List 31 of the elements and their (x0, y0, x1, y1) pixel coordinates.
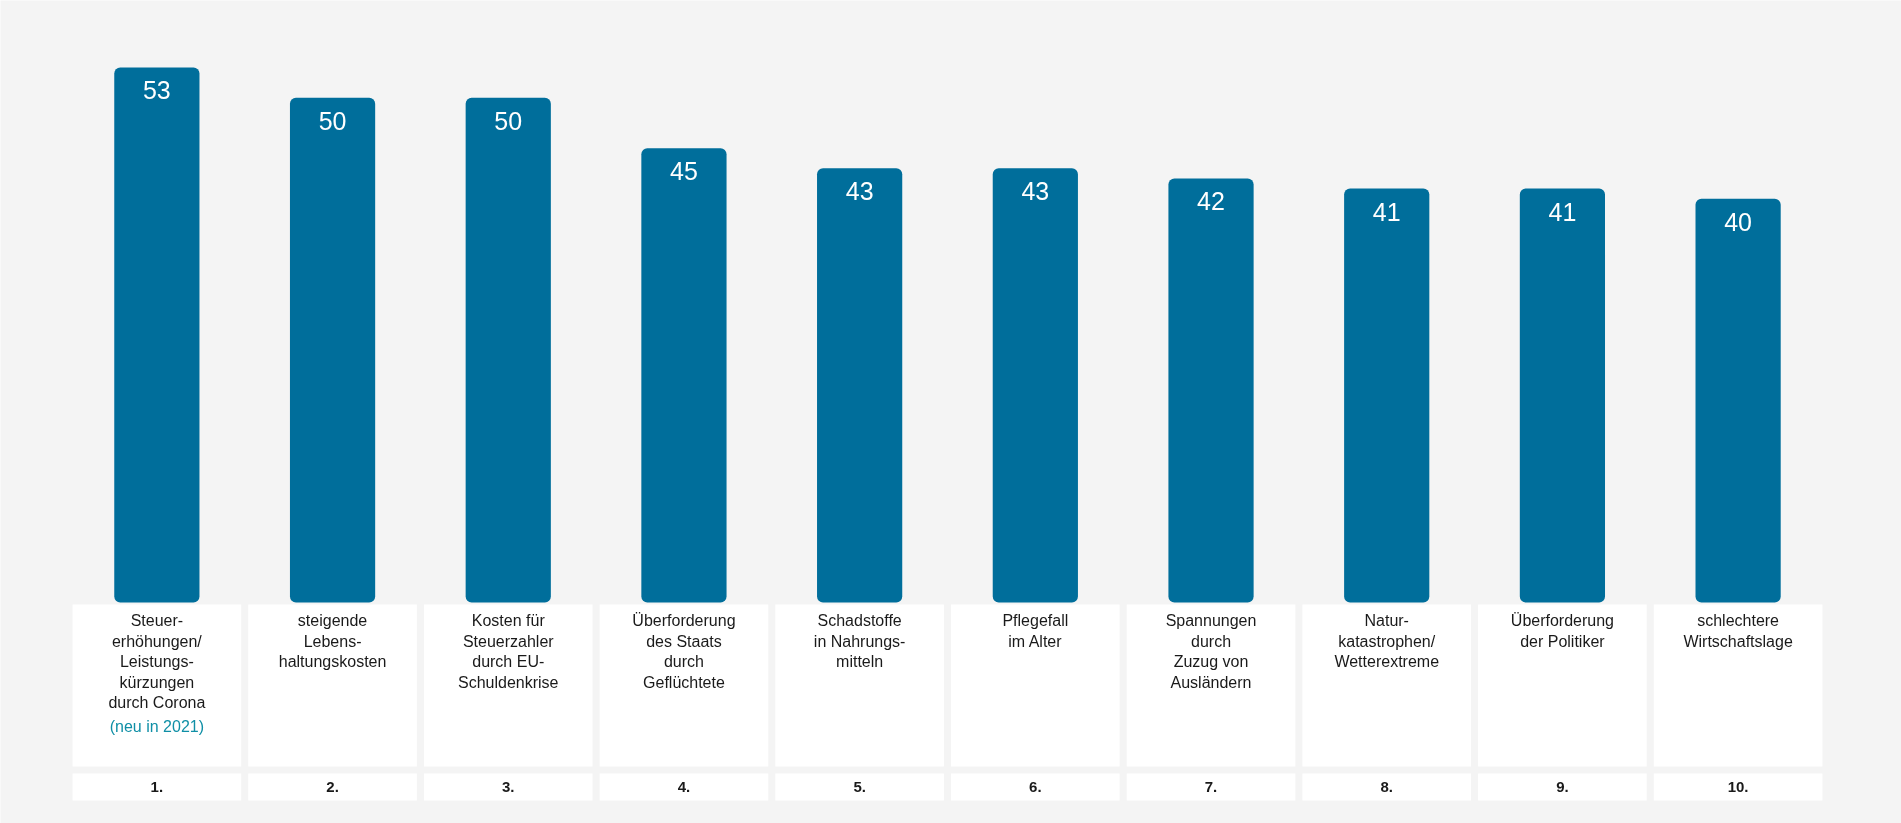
x-tick-label: Spannungen durch Zuzug von Ausländern (1165, 612, 1257, 691)
x-tick-label: Überforderung des Staats durch Geflüchtete (632, 612, 736, 691)
text: 4. (677, 778, 691, 795)
text: 6. (1029, 778, 1042, 795)
x-tick-label: schlechtere Wirtschaftslage (1683, 612, 1793, 650)
data-label: 42 (1197, 187, 1225, 216)
x-tick-label: Kosten für Steuerzahler durch EU- Schuldenkrise (458, 612, 559, 691)
data-label: 43 (845, 177, 874, 206)
data-label: 40 (1724, 207, 1753, 236)
x-tick-label: steigende Lebens- haltungskosten (278, 612, 387, 671)
x-tick-label: Überforderung der Politiker (1510, 612, 1614, 650)
data-label: 53 (142, 76, 171, 105)
x-tick-label: Natur- katastrophen/ Wetterextreme (1334, 612, 1440, 671)
x-tick-label: Schadstoffe in Nahrungs- mitteln (813, 612, 906, 671)
text: 10. (1727, 778, 1749, 795)
text: 5. (853, 778, 866, 795)
data-label: 50 (494, 106, 523, 135)
data-label: 41 (1372, 197, 1401, 226)
text: 1. (150, 778, 164, 795)
x-tick-label: Pflegefall im Alter (1002, 612, 1069, 650)
text: 9. (1556, 778, 1569, 795)
text: 2. (326, 778, 339, 795)
text: 7. (1204, 778, 1218, 795)
data-label: 43 (1021, 177, 1050, 206)
text: (neu in 2021) (109, 718, 205, 736)
data-label: 50 (318, 106, 347, 135)
text: 3. (502, 778, 515, 795)
x-tick-label: Steuer- erhöhungen/ Leistungs- kürzungen durch Corona (108, 612, 206, 712)
data-label: 41 (1548, 197, 1577, 226)
data-label: 45 (670, 157, 698, 186)
text: 8. (1380, 778, 1393, 795)
